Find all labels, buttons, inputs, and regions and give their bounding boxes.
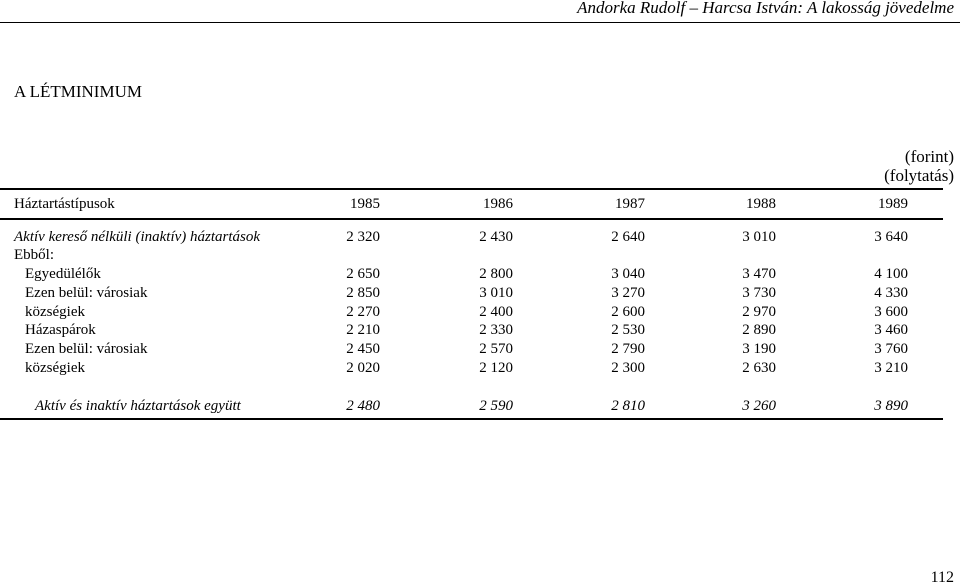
table-cell: 2 970 xyxy=(742,304,776,320)
table-cell: 3 270 xyxy=(611,285,645,301)
table-row: községiek 2 020 2 120 2 300 2 630 3 210 xyxy=(0,359,943,378)
table-cell: 2 450 xyxy=(346,341,380,357)
table-cell: 2 020 xyxy=(346,360,380,376)
table-cell: 2 790 xyxy=(611,341,645,357)
table-cell: 2 570 xyxy=(479,341,513,357)
table-cell: 2 600 xyxy=(611,304,645,320)
row-label: községiek xyxy=(25,360,85,376)
table-cell: 3 460 xyxy=(874,322,908,338)
page-number: 112 xyxy=(930,569,954,586)
total-cell: 2 480 xyxy=(346,398,380,414)
table-cell: 3 730 xyxy=(742,285,776,301)
row-label: Egyedülélők xyxy=(25,266,101,282)
table-cell: 3 600 xyxy=(874,304,908,320)
running-head-rule xyxy=(0,22,960,23)
table-cell: 4 330 xyxy=(874,285,908,301)
table-cell: 2 210 xyxy=(346,322,380,338)
header-year: 1989 xyxy=(878,196,908,212)
row-label: községiek xyxy=(25,304,85,320)
table-cell: 3 040 xyxy=(611,266,645,282)
table-cell: 2 650 xyxy=(346,266,380,282)
row-label: Ezen belül: városiak xyxy=(25,285,148,301)
table-cell: 2 300 xyxy=(611,360,645,376)
header-year: 1985 xyxy=(350,196,380,212)
table-cell: 2 530 xyxy=(611,322,645,338)
table-cell: 4 100 xyxy=(874,266,908,282)
row-label: Ebből: xyxy=(14,247,54,263)
table-cell: 2 400 xyxy=(479,304,513,320)
row-label: Aktív kereső nélküli (inaktív) háztartás… xyxy=(14,229,261,245)
table-cell: 2 320 xyxy=(346,229,380,245)
table-cell: 3 010 xyxy=(742,229,776,245)
table-row: Házaspárok 2 210 2 330 2 530 2 890 3 460 xyxy=(0,321,943,340)
total-label: Aktív és inaktív háztartások együtt xyxy=(35,398,241,414)
table-cell: 3 640 xyxy=(874,229,908,245)
table-row: Aktív kereső nélküli (inaktív) háztartás… xyxy=(0,228,943,247)
total-cell: 3 890 xyxy=(874,398,908,414)
continuation-label: (folytatás) xyxy=(884,166,954,185)
header-year: 1987 xyxy=(615,196,645,212)
table-cell: 2 800 xyxy=(479,266,513,282)
table-cell: 2 270 xyxy=(346,304,380,320)
total-cell: 2 590 xyxy=(479,398,513,414)
table-cell: 3 760 xyxy=(874,341,908,357)
table-cell: 2 120 xyxy=(479,360,513,376)
table-cell: 3 470 xyxy=(742,266,776,282)
table-top-rule xyxy=(0,188,943,190)
total-cell: 3 260 xyxy=(742,398,776,414)
table-cell: 3 010 xyxy=(479,285,513,301)
table-bottom-rule xyxy=(0,418,943,420)
table-row: Ezen belül: városiak 2 450 2 570 2 790 3… xyxy=(0,340,943,359)
table-row: Ezen belül: városiak 2 850 3 010 3 270 3… xyxy=(0,284,943,303)
running-head: Andorka Rudolf – Harcsa István: A lakoss… xyxy=(577,0,954,17)
header-label: Háztartástípusok xyxy=(14,196,115,212)
header-year: 1988 xyxy=(746,196,776,212)
table-cell: 3 210 xyxy=(874,360,908,376)
section-title: A LÉTMINIMUM xyxy=(14,82,142,101)
table-cell: 2 890 xyxy=(742,322,776,338)
total-cell: 2 810 xyxy=(611,398,645,414)
table-row: Ebből: xyxy=(0,246,943,265)
table-row: Egyedülélők 2 650 2 800 3 040 3 470 4 10… xyxy=(0,265,943,284)
header-bottom-rule xyxy=(0,218,943,220)
table-cell: 3 190 xyxy=(742,341,776,357)
row-label: Házaspárok xyxy=(25,322,96,338)
table-cell: 2 330 xyxy=(479,322,513,338)
table-cell: 2 630 xyxy=(742,360,776,376)
unit-label: (forint) xyxy=(904,147,954,166)
header-year: 1986 xyxy=(483,196,513,212)
row-label: Ezen belül: városiak xyxy=(25,341,148,357)
table-header-row: Háztartástípusok 1985 1986 1987 1988 198… xyxy=(0,195,943,214)
table-cell: 2 640 xyxy=(611,229,645,245)
unit-note: (forint) (folytatás) xyxy=(884,147,954,185)
table-cell: 2 850 xyxy=(346,285,380,301)
table-row: községiek 2 270 2 400 2 600 2 970 3 600 xyxy=(0,303,943,322)
table-total-row: Aktív és inaktív háztartások együtt 2 48… xyxy=(0,397,943,416)
table-cell: 2 430 xyxy=(479,229,513,245)
